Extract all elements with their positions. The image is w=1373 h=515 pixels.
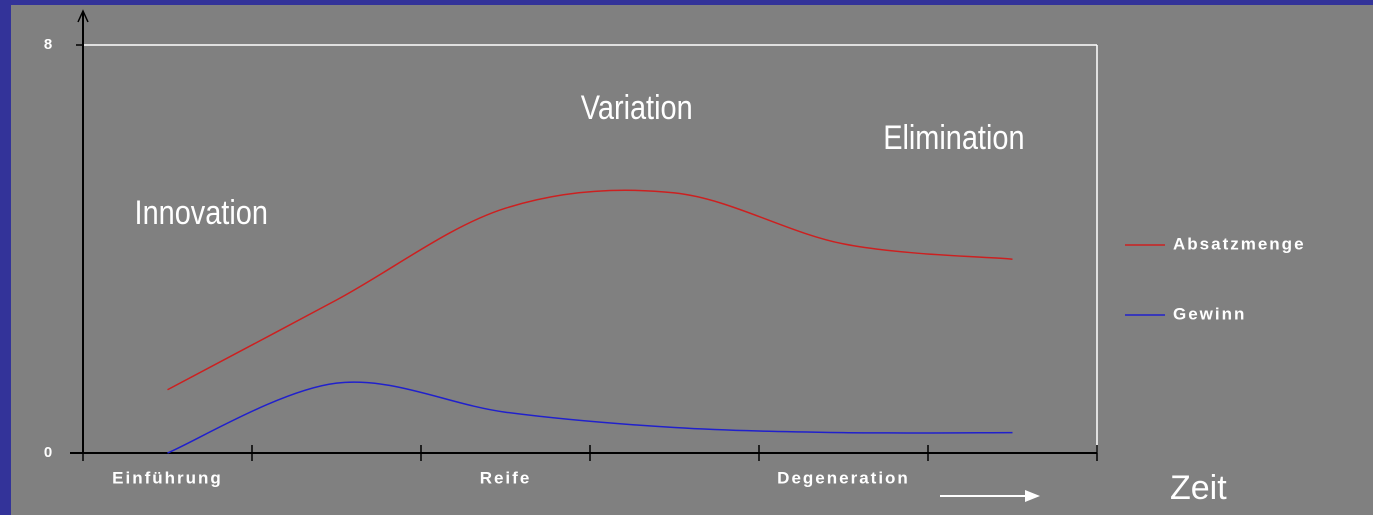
time-arrow-head [1025, 490, 1040, 502]
legend-label: Absatzmenge [1173, 234, 1306, 253]
legend-label: Gewinn [1173, 304, 1246, 323]
top-border [0, 0, 1373, 5]
annotation: Innovation [135, 193, 268, 232]
annotation: Variation [581, 88, 693, 127]
line [167, 189, 1013, 391]
annotation: Elimination [883, 118, 1024, 157]
x-tick-label: Degeneration [777, 468, 910, 487]
y-tick-label: 8 [44, 36, 52, 53]
left-border [0, 0, 11, 515]
y-axis-arrow [77, 9, 89, 23]
y-tick-label: 0 [44, 444, 52, 461]
x-tick-label: Einführung [112, 468, 223, 487]
x-tick-label: Reife [480, 468, 532, 487]
line [167, 381, 1013, 454]
x-axis-label: Zeit [1170, 469, 1227, 507]
